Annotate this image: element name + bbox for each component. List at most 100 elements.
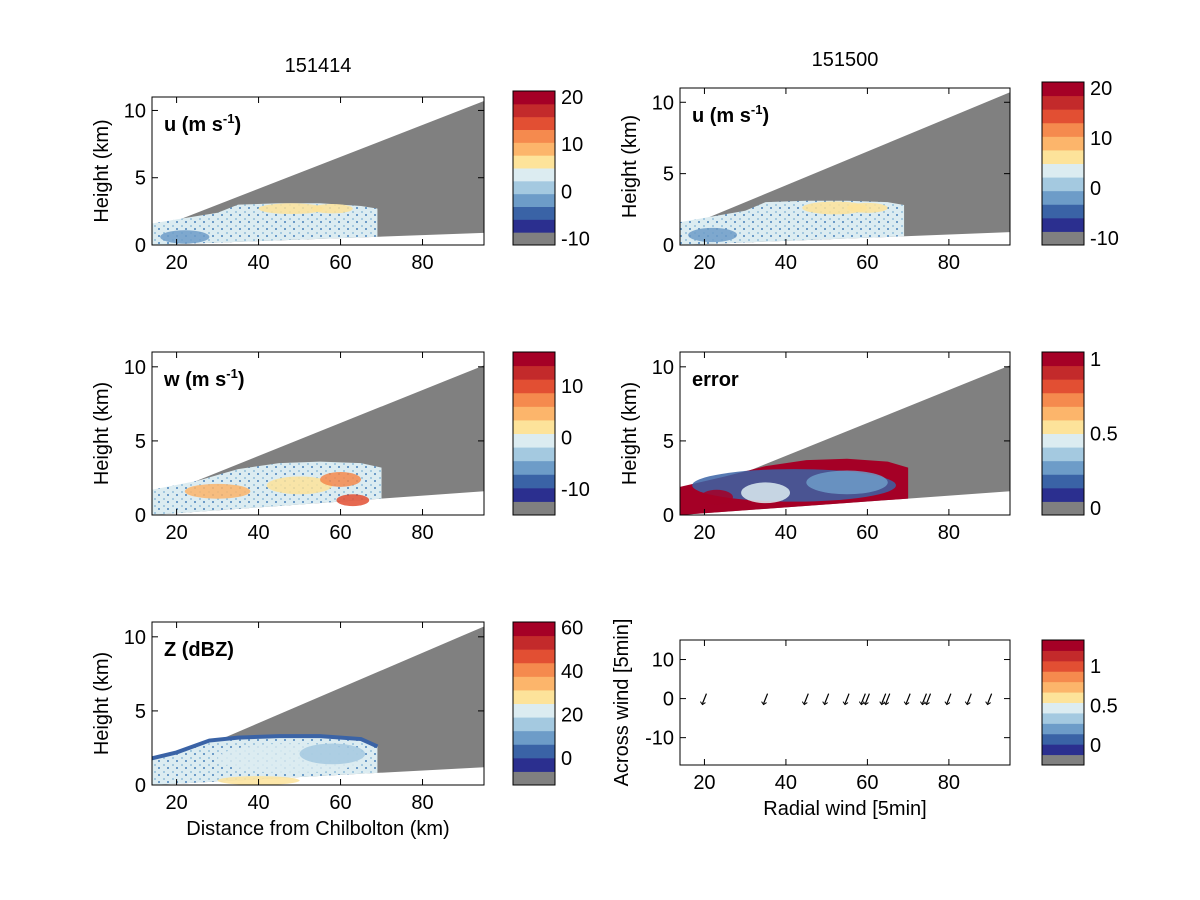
- field-structure: [311, 203, 353, 214]
- y-axis-label: Across wind [5min]: [611, 619, 633, 787]
- colorbar-segment: [513, 116, 555, 130]
- y-tick-label: 10: [124, 357, 146, 379]
- colorbar-segment: [1042, 433, 1084, 448]
- x-tick-label: 60: [329, 252, 351, 274]
- field-structure: [266, 476, 333, 495]
- colorbar-segment: [513, 717, 555, 732]
- colorbar-tick-label: 60: [561, 617, 583, 639]
- y-tick-label: 5: [663, 164, 674, 186]
- colorbar-frame: [512, 351, 556, 516]
- field-structure: [741, 482, 790, 504]
- x-tick-label: 20: [693, 772, 715, 794]
- colorbar-segment: [1042, 681, 1084, 693]
- colorbar-segment: [513, 474, 555, 489]
- field-structure: [847, 202, 888, 213]
- y-tick-label: 5: [663, 431, 674, 453]
- colorbar-tick-label: 0: [1090, 178, 1101, 200]
- colorbar-segment: [513, 168, 555, 182]
- x-tick-label: 40: [247, 522, 269, 544]
- colorbar-segment: [1042, 392, 1084, 407]
- x-tick-label: 80: [411, 792, 433, 814]
- colorbar-segment: [513, 460, 555, 475]
- colorbar-segment: [513, 129, 555, 143]
- x-tick-label: 60: [329, 522, 351, 544]
- colorbar-frame: [512, 90, 556, 246]
- wind-vector-head: [920, 701, 926, 706]
- colorbar-segment: [1042, 692, 1084, 703]
- wind-vector: [946, 693, 952, 704]
- wind-vector: [803, 693, 809, 704]
- x-tick-label: 80: [411, 252, 433, 274]
- x-tick-label: 60: [856, 252, 878, 274]
- x-tick-label: 40: [775, 772, 797, 794]
- figure-title-right: 151500: [812, 49, 879, 71]
- wind-vector: [860, 693, 866, 704]
- colorbar-segment: [513, 676, 555, 691]
- y-tick-label: 10: [124, 100, 146, 122]
- y-tick-label: 0: [663, 235, 674, 257]
- colorbar-segment: [513, 487, 555, 502]
- colorbar-segment: [1042, 447, 1084, 462]
- field-structure: [160, 230, 210, 244]
- colorbar-segment: [1042, 406, 1084, 421]
- x-axis-label: Radial wind [5min]: [763, 798, 926, 820]
- colorbar-tick-label: 0: [1090, 498, 1101, 520]
- colorbar-segment: [1042, 744, 1084, 756]
- x-tick-label: 40: [775, 252, 797, 274]
- field-structure: [806, 470, 888, 495]
- wind-vector-head: [883, 701, 890, 706]
- wind-vector: [844, 693, 850, 704]
- colorbar-segment: [513, 433, 555, 448]
- panel-w-151414: w (m s-1) 20 40 60 80 0 5 10 Height (km) -10 0 10: [91, 351, 590, 544]
- colorbar-segment: [1042, 712, 1084, 724]
- wind-vector: [966, 693, 972, 704]
- colorbar-segment: [513, 180, 555, 195]
- colorbar-segment: [1042, 379, 1084, 394]
- y-axis-label: Height (km): [91, 119, 113, 222]
- colorbar-segment: [513, 103, 555, 118]
- colorbar-tick-label: 0.5: [1090, 696, 1118, 718]
- panel-error-151500: error 20 40 60 80 0 5 10 Height (km) 0 0.5 1: [619, 349, 1118, 544]
- panel-label: u (m s-1): [164, 111, 241, 136]
- colorbar-frame: [1041, 351, 1085, 516]
- colorbar-tick-label: 40: [561, 661, 583, 683]
- y-tick-label: -10: [645, 728, 674, 750]
- colorbar-segment: [1042, 419, 1084, 434]
- x-tick-label: 40: [247, 252, 269, 274]
- colorbar-frame: [1041, 639, 1085, 766]
- field-structure: [700, 489, 733, 505]
- wind-vector: [762, 693, 769, 704]
- colorbar-segment: [1042, 190, 1084, 205]
- y-axis-label: Height (km): [619, 382, 641, 485]
- colorbar-segment: [513, 352, 555, 367]
- x-tick-label: 80: [938, 522, 960, 544]
- wind-vector-head: [842, 701, 849, 706]
- x-tick-label: 20: [165, 252, 187, 274]
- colorbar-segment: [513, 703, 555, 718]
- axes-frame: [151, 96, 485, 246]
- colorbar-frame: [512, 621, 556, 786]
- x-tick-label: 40: [247, 792, 269, 814]
- x-tick-label: 80: [938, 772, 960, 794]
- y-tick-label: 10: [652, 650, 674, 672]
- colorbar-segment: [513, 501, 555, 516]
- colorbar-tick-label: 0: [1090, 735, 1101, 757]
- y-tick-label: 5: [135, 701, 146, 723]
- colorbar-tick-label: 20: [1090, 78, 1112, 100]
- wind-vector-head: [862, 701, 869, 706]
- colorbar-tick-label: -10: [561, 229, 590, 251]
- colorbar-segment: [513, 219, 555, 233]
- wind-vector: [824, 693, 830, 704]
- y-tick-label: 0: [135, 235, 146, 257]
- field-structure: [299, 743, 366, 765]
- y-tick-label: 5: [135, 431, 146, 453]
- colorbar-tick-label: 0: [561, 428, 572, 450]
- colorbar-segment: [1042, 204, 1084, 219]
- panel-u-151500: u (m s-1) 20 40 60 80 0 5 10 Height (km) -10 0 10 20: [619, 78, 1119, 274]
- colorbar-segment: [1042, 733, 1084, 745]
- colorbar-tick-label: 10: [1090, 128, 1112, 150]
- x-tick-label: 20: [165, 522, 187, 544]
- y-tick-label: 0: [663, 505, 674, 527]
- wind-vector: [921, 693, 928, 704]
- x-tick-label: 60: [856, 522, 878, 544]
